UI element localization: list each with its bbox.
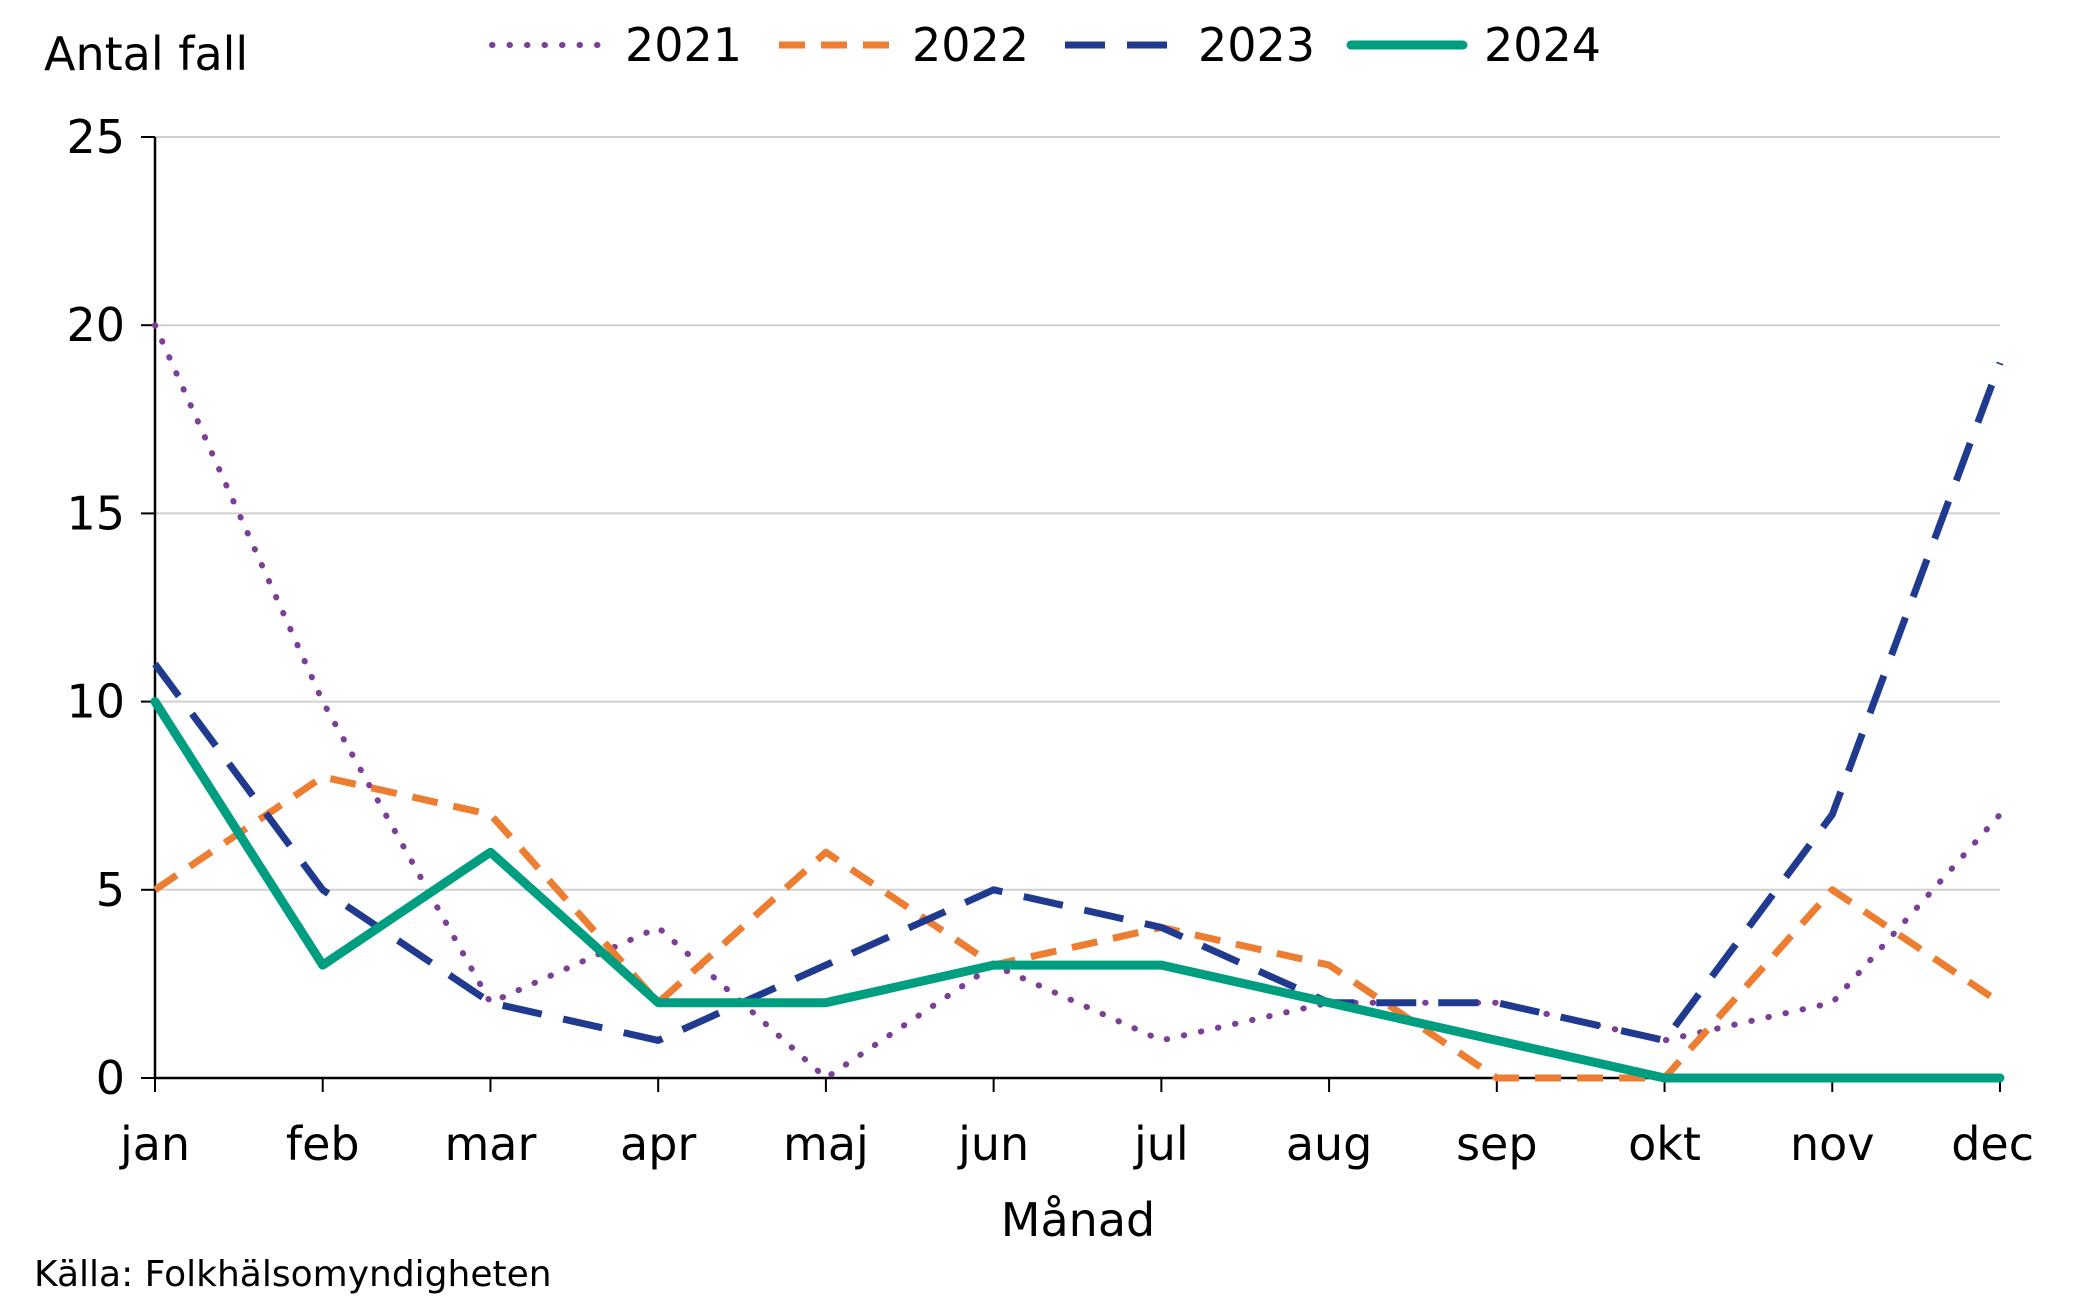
x-tick-label-apr: apr — [620, 1117, 696, 1171]
source-note: Källa: Folkhälsomyndigheten — [34, 1254, 552, 1295]
x-tick-label-feb: feb — [286, 1117, 360, 1171]
x-axis-title: Månad — [1001, 1193, 1155, 1247]
series-line-2022 — [153, 773, 2002, 1082]
axes — [141, 136, 2001, 1092]
legend-label-2022: 2022 — [912, 18, 1029, 72]
series-line-2021 — [152, 322, 2003, 1081]
y-tick-label: 10 — [66, 675, 125, 729]
x-tick-label-okt: okt — [1628, 1117, 1701, 1171]
x-tick-label-jan: jan — [119, 1117, 190, 1171]
y-tick-label: 5 — [96, 863, 125, 917]
x-tick-label-aug: aug — [1286, 1117, 1373, 1171]
x-tick-label-maj: maj — [783, 1117, 869, 1171]
legend-item-2023: 2023 — [1065, 18, 1315, 72]
x-tick-labels: jan feb mar apr maj jun jul aug sep okt nov dec — [119, 1117, 2034, 1171]
x-tick-label-sep: sep — [1456, 1117, 1537, 1171]
x-tick-label-jul: jul — [1133, 1117, 1189, 1171]
y-tick-label: 15 — [66, 486, 125, 540]
x-tick-label-mar: mar — [444, 1117, 536, 1171]
legend-item-2021: 2021 — [489, 18, 742, 72]
legend-item-2024: 2024 — [1346, 18, 1601, 72]
legend-label-2021: 2021 — [625, 18, 742, 72]
x-tick-label-nov: nov — [1790, 1117, 1875, 1171]
legend-label-2024: 2024 — [1484, 18, 1601, 72]
y-axis-title: Antal fall — [44, 27, 248, 81]
y-tick-label: 0 — [96, 1051, 125, 1105]
legend: 2021 2022 2023 2024 — [489, 18, 1601, 72]
y-tick-label: 25 — [66, 110, 125, 164]
x-tick-label-jun: jun — [957, 1117, 1029, 1171]
x-tick-label-dec: dec — [1951, 1117, 2034, 1171]
legend-item-2022: 2022 — [779, 18, 1029, 72]
series-line-2023 — [152, 361, 2004, 1044]
legend-label-2023: 2023 — [1198, 18, 1315, 72]
y-tick-label: 20 — [66, 298, 125, 352]
series-lines — [150, 322, 2005, 1083]
series-line-2024 — [150, 697, 2005, 1083]
y-tick-labels: 0 5 10 15 20 25 — [66, 110, 125, 1105]
gridlines — [155, 136, 2000, 891]
